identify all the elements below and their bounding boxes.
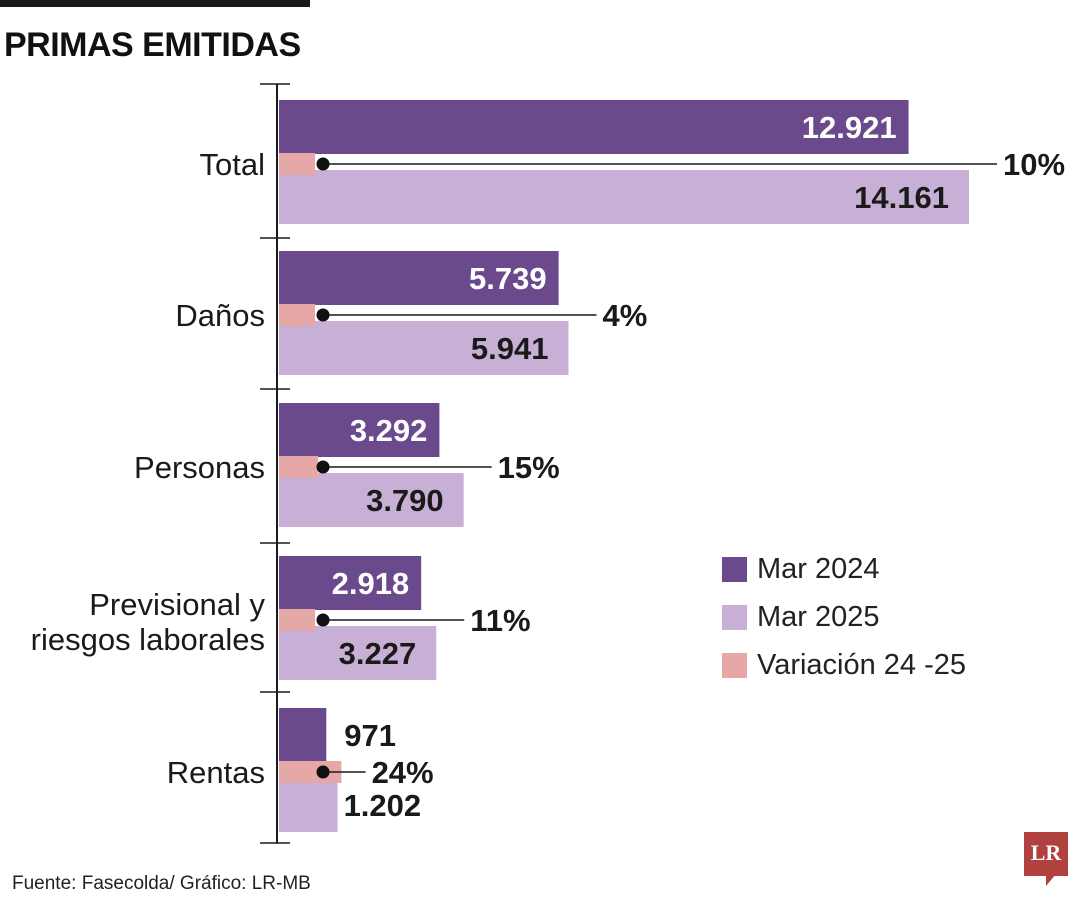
- variation-bar: [279, 456, 318, 478]
- value-label-mar-2025: 3.790: [366, 483, 444, 518]
- variation-label: 4%: [602, 298, 647, 333]
- bar-mar-2025: [279, 626, 437, 680]
- value-label-mar-2024: 3.292: [350, 413, 428, 448]
- legend-label: Mar 2024: [757, 552, 880, 585]
- legend: Mar 2024 Mar 2025 Variación 24 -25: [722, 545, 966, 689]
- bar-mar-2024: [279, 556, 422, 610]
- variation-label: 11%: [470, 603, 530, 638]
- category-label: Daños: [175, 298, 265, 333]
- category-label: Total: [200, 147, 265, 182]
- logo-background: [1024, 832, 1068, 876]
- bar-mar-2024: [279, 251, 559, 305]
- category-label-line: riesgos laborales: [31, 622, 265, 657]
- logo-speech-tail: [1046, 874, 1056, 886]
- variation-dot: [316, 765, 330, 779]
- variation-label: 10%: [1003, 147, 1065, 182]
- variation-dot: [316, 157, 330, 171]
- bar-mar-2024: [279, 403, 440, 457]
- bar-mar-2025: [279, 778, 338, 832]
- category-label-line: Daños: [175, 298, 265, 333]
- legend-item-variation: Variación 24 -25: [722, 641, 966, 689]
- value-label-mar-2024: 2.918: [332, 566, 410, 601]
- bar-mar-2025: [279, 170, 969, 224]
- variation-bar: [279, 153, 315, 175]
- legend-swatch-mar-2024: [722, 556, 747, 582]
- legend-swatch-variation: [722, 652, 747, 678]
- value-label-mar-2024: 971: [344, 718, 396, 753]
- bar-mar-2024: [279, 708, 327, 762]
- variation-dot: [316, 460, 330, 474]
- top-accent-bar: [0, 0, 310, 7]
- value-label-mar-2024: 12.921: [802, 110, 897, 145]
- variation-dot: [316, 613, 330, 627]
- value-label-mar-2024: 5.739: [469, 261, 547, 296]
- variation-label: 24%: [372, 755, 434, 790]
- value-label-mar-2025: 3.227: [339, 636, 417, 671]
- legend-swatch-mar-2025: [722, 604, 747, 630]
- value-label-mar-2025: 5.941: [471, 331, 549, 366]
- value-label-mar-2025: 1.202: [344, 788, 422, 823]
- category-label: Previsional y riesgos laborales: [31, 587, 266, 657]
- source-note: Fuente: Fasecolda/ Gráfico: LR-MB: [12, 873, 311, 894]
- category-label-line: Rentas: [167, 755, 265, 790]
- bar-mar-2024: [279, 100, 909, 154]
- category-label-line: Personas: [134, 450, 265, 485]
- chart-title: PRIMAS EMITIDAS: [4, 26, 301, 64]
- category-label-line: Previsional y: [89, 587, 265, 622]
- variation-dot: [316, 308, 330, 322]
- bar-mar-2025: [279, 473, 464, 527]
- lr-logo: LR: [1024, 832, 1068, 886]
- logo-text: LR: [1030, 840, 1062, 865]
- legend-item-mar-2024: Mar 2024: [722, 545, 966, 593]
- variation-bar: [279, 609, 315, 631]
- bar-mar-2025: [279, 321, 569, 375]
- variation-bar: [279, 304, 315, 326]
- value-label-mar-2025: 14.161: [854, 180, 949, 215]
- variation-label: 15%: [498, 450, 560, 485]
- category-label-line: Total: [200, 147, 265, 182]
- legend-label: Mar 2025: [757, 600, 880, 633]
- legend-item-mar-2025: Mar 2025: [722, 593, 966, 641]
- legend-label: Variación 24 -25: [757, 648, 967, 681]
- category-label: Rentas: [167, 755, 265, 790]
- category-label: Personas: [134, 450, 265, 485]
